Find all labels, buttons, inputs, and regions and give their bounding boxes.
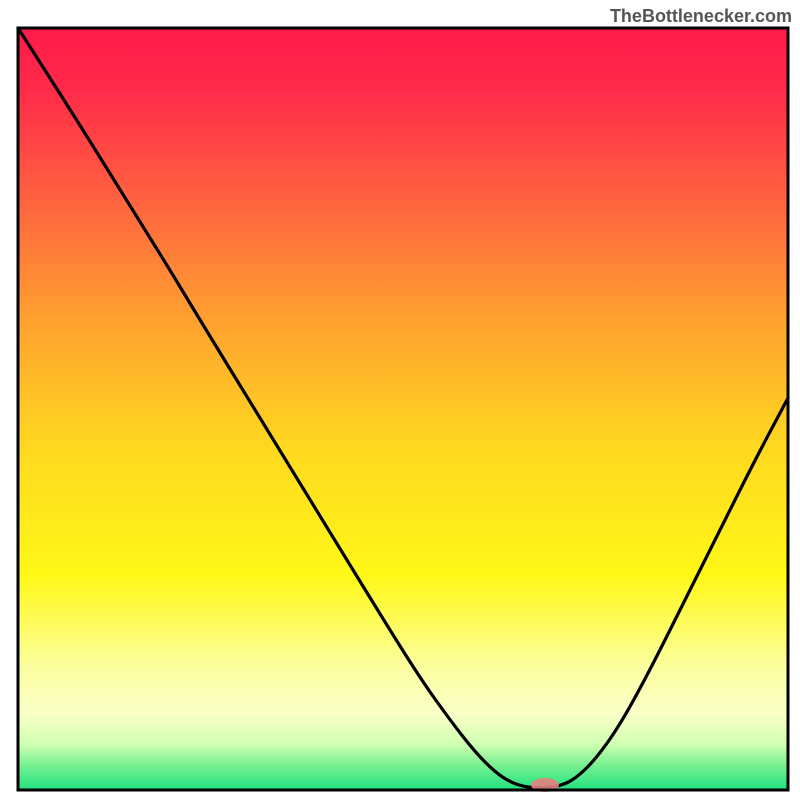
plot-background (18, 28, 788, 790)
bottleneck-chart: TheBottlenecker.com (0, 0, 800, 800)
chart-svg (0, 0, 800, 800)
watermark-text: TheBottlenecker.com (610, 6, 792, 27)
